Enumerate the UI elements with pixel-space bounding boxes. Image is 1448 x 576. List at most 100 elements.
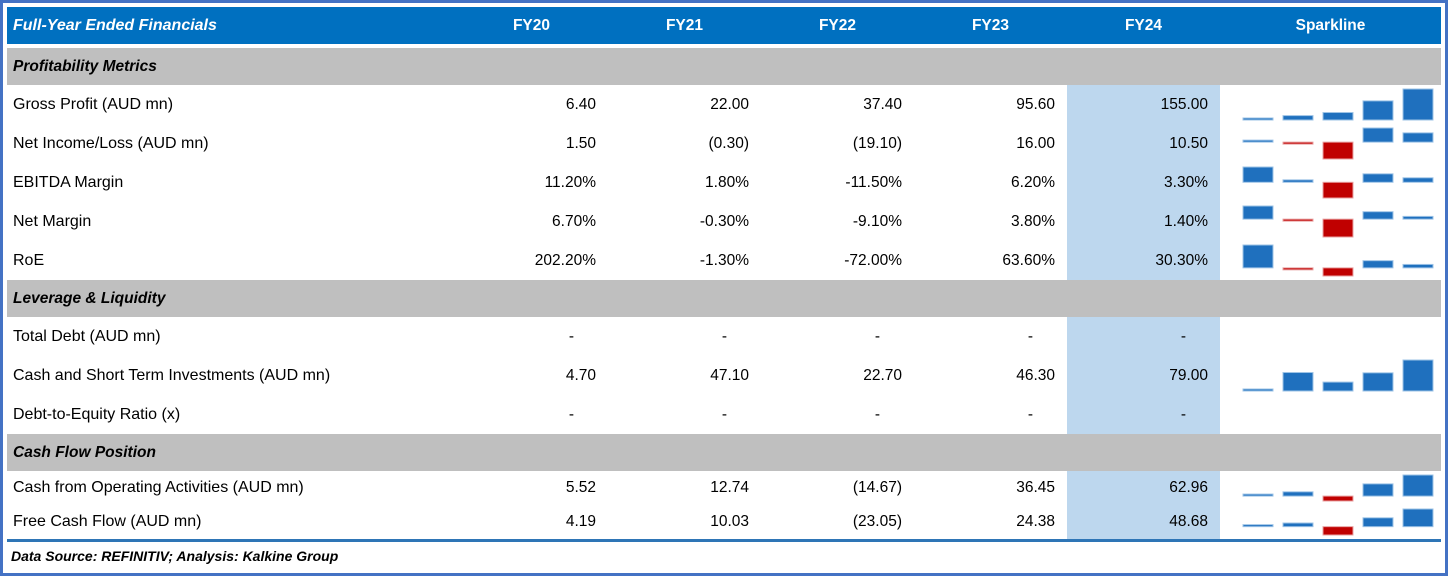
cell-fy22: -11.50% (845, 173, 902, 191)
cell-fy20: 1.50 (565, 134, 596, 152)
column-header-fy24: FY24 (1124, 16, 1163, 34)
sparkline-bar-positive (1242, 493, 1274, 497)
row-label: Gross Profit (AUD mn) (13, 95, 174, 113)
table-header-row: Full-Year Ended Financials FY20 FY21 FY2… (7, 7, 1441, 44)
cell-fy22: -72.00% (844, 251, 902, 269)
row-label: Cash and Short Term Investments (AUD mn) (13, 366, 331, 384)
row-label: Debt-to-Equity Ratio (x) (13, 405, 181, 423)
table-row: RoE 202.20% -1.30% -72.00% 63.60% 30.30% (7, 241, 1441, 280)
table-row: Net Margin 6.70% -0.30% -9.10% 3.80% 1.40% (7, 202, 1441, 241)
sparkline-bar-positive (1282, 115, 1314, 121)
sparkline-bar-negative (1322, 181, 1354, 199)
cell-fy20: 6.70% (552, 212, 596, 230)
sparkline-chart (1242, 244, 1434, 277)
table-row: Gross Profit (AUD mn) 6.40 22.00 37.40 95.60… (7, 85, 1441, 124)
table-title: Full-Year Ended Financials (13, 16, 217, 34)
sparkline-chart (1242, 508, 1434, 536)
sparkline-bar-positive (1242, 205, 1274, 220)
row-label: Free Cash Flow (AUD mn) (13, 513, 202, 530)
sparkline-chart (1242, 359, 1434, 392)
sparkline-bar-positive (1402, 215, 1434, 220)
sparkline-chart (1242, 88, 1434, 121)
table-row: Total Debt (AUD mn) - - - - - (7, 317, 1441, 356)
sparkline-bar-negative (1322, 495, 1354, 502)
cell-fy20: - (568, 405, 574, 423)
sparkline-bar-positive (1402, 263, 1434, 269)
cell-fy24: 79.00 (1067, 356, 1220, 395)
cell-fy21: - (721, 327, 727, 345)
cell-fy23: 3.80% (1011, 212, 1055, 230)
sparkline-bar-positive (1362, 211, 1394, 220)
cell-fy20: 5.52 (565, 479, 596, 496)
sparkline-bar-positive (1362, 100, 1394, 121)
cell-fy22: -9.10% (852, 212, 902, 230)
cell-fy22: (19.10) (852, 134, 902, 152)
cell-fy23: 36.45 (1016, 479, 1055, 496)
section-heading: Cash Flow Position (7, 434, 1441, 471)
sparkline-bar-positive (1402, 88, 1434, 121)
sparkline-bar-positive (1362, 127, 1394, 143)
column-header-sparkline: Sparkline (1295, 16, 1366, 34)
cell-fy24: - (1067, 395, 1220, 434)
sparkline-cell (1220, 163, 1441, 202)
cell-fy20: 202.20% (534, 251, 596, 269)
row-label: Net Income/Loss (AUD mn) (13, 134, 209, 152)
data-source-note: Data Source: REFINITIV; Analysis: Kalkin… (11, 547, 339, 564)
sparkline-cell (1220, 241, 1441, 280)
cell-fy22: (14.67) (852, 479, 902, 496)
sparkline-bar-positive (1362, 483, 1394, 497)
cell-fy24: 48.68 (1067, 505, 1220, 539)
cell-fy23: 46.30 (1016, 366, 1055, 384)
sparkline-bar-positive (1242, 524, 1274, 528)
sparkline-cell (1220, 356, 1441, 395)
sparkline-bar-positive (1362, 173, 1394, 183)
section-heading: Profitability Metrics (7, 48, 1441, 85)
row-label: Cash from Operating Activities (AUD mn) (13, 479, 304, 496)
table-row: Debt-to-Equity Ratio (x) - - - - - (7, 395, 1441, 434)
cell-fy21: 47.10 (710, 366, 749, 384)
sparkline-cell (1220, 202, 1441, 241)
cell-fy24: 155.00 (1067, 85, 1220, 124)
sparkline-bar-positive (1402, 132, 1434, 143)
sparkline-bar-negative (1282, 267, 1314, 271)
cell-fy24: 62.96 (1067, 471, 1220, 505)
row-label: Net Margin (13, 212, 92, 230)
sparkline-chart (1220, 320, 1441, 353)
cell-fy20: 4.19 (565, 513, 596, 530)
cell-fy24: - (1067, 317, 1220, 356)
table-row: Free Cash Flow (AUD mn) 4.19 10.03 (23.05) 2… (7, 505, 1441, 539)
sparkline-bar-negative (1322, 218, 1354, 238)
sparkline-bar-positive (1242, 388, 1274, 392)
cell-fy22: - (874, 405, 880, 423)
cell-fy23: 16.00 (1016, 134, 1055, 152)
table-row: Cash and Short Term Investments (AUD mn)… (7, 356, 1441, 395)
cell-fy24: 1.40% (1067, 202, 1220, 241)
sparkline-bar-positive (1362, 260, 1394, 269)
sparkline-bar-negative (1322, 141, 1354, 160)
cell-fy21: 12.74 (710, 479, 749, 496)
sparkline-bar-positive (1402, 177, 1434, 183)
sparkline-cell (1220, 124, 1441, 163)
sparkline-chart (1242, 474, 1434, 502)
sparkline-bar-positive (1322, 112, 1354, 121)
cell-fy24: 10.50 (1067, 124, 1220, 163)
sparkline-bar-positive (1362, 517, 1394, 528)
sparkline-bar-positive (1402, 359, 1434, 392)
row-label: EBITDA Margin (13, 173, 124, 191)
sparkline-bar-positive (1282, 522, 1314, 528)
sparkline-bar-positive (1282, 491, 1314, 497)
sparkline-bar-positive (1242, 244, 1274, 269)
column-header-fy23: FY23 (971, 16, 1010, 34)
cell-fy21: -1.30% (699, 251, 749, 269)
row-label: RoE (13, 251, 45, 269)
table-body: Profitability Metrics Gross Profit (AUD m… (7, 48, 1441, 539)
cell-fy21: 1.80% (705, 173, 749, 191)
sparkline-bar-negative (1322, 267, 1354, 277)
cell-fy21: 22.00 (710, 95, 749, 113)
cell-fy22: 22.70 (863, 366, 902, 384)
sparkline-bar-negative (1322, 526, 1354, 536)
cell-fy22: 37.40 (863, 95, 902, 113)
cell-fy23: 95.60 (1016, 95, 1055, 113)
cell-fy20: 6.40 (565, 95, 596, 113)
sparkline-bar-positive (1362, 372, 1394, 392)
